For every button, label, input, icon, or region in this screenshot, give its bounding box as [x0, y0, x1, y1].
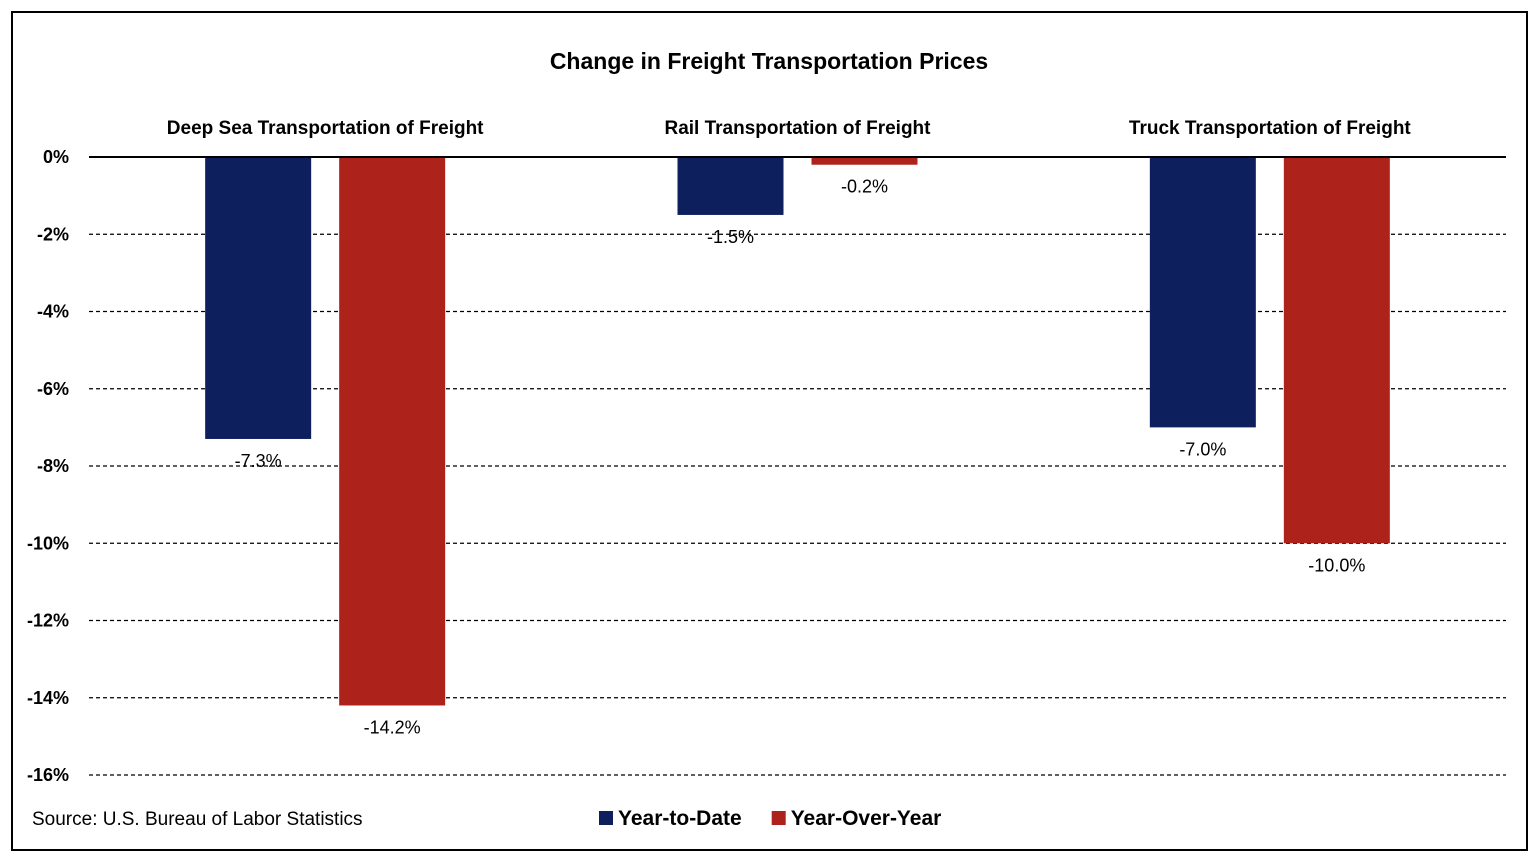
legend-label: Year-to-Date — [618, 807, 742, 830]
grid-lines — [89, 233, 1506, 776]
category-label: Deep Sea Transportation of Freight — [167, 118, 484, 139]
category-label: Rail Transportation of Freight — [664, 118, 931, 139]
legend: Year-to-Date Year-Over-Year — [599, 807, 941, 830]
chart-title: Change in Freight Transportation Prices — [550, 48, 988, 74]
data-labels: -7.3% -14.2% -1.5% -0.2% -7.0% -10.0% — [235, 177, 1366, 738]
bar — [339, 157, 446, 706]
bar — [1149, 157, 1256, 428]
category-label: Truck Transportation of Freight — [1129, 118, 1412, 139]
bars — [205, 157, 1390, 706]
y-tick-label: -12% — [27, 611, 69, 631]
y-tick-label: -4% — [37, 302, 69, 322]
legend-swatch — [771, 811, 786, 825]
y-tick-label: -10% — [27, 533, 69, 553]
data-label: -10.0% — [1308, 555, 1365, 575]
y-tick-label: -14% — [27, 688, 69, 708]
y-tick-label: -6% — [37, 379, 69, 399]
legend-swatch — [599, 811, 613, 825]
bar — [205, 157, 312, 439]
data-label: -14.2% — [364, 717, 421, 737]
bar — [677, 157, 784, 215]
y-tick-label: -2% — [37, 224, 69, 244]
legend-label: Year-Over-Year — [791, 807, 942, 830]
y-tick-label: -16% — [27, 765, 69, 785]
data-label: -0.2% — [841, 177, 888, 197]
category-labels: Deep Sea Transportation of Freight Rail T… — [167, 118, 1412, 139]
bar — [1283, 157, 1390, 544]
bar — [811, 157, 918, 165]
source-note: Source: U.S. Bureau of Labor Statistics — [32, 809, 363, 830]
data-label: -7.0% — [1179, 439, 1226, 459]
data-label: -7.3% — [235, 451, 282, 471]
data-label: -1.5% — [707, 227, 754, 247]
y-tick-label: -8% — [37, 456, 69, 476]
y-axis-ticks: 0% -2% -4% -6% -8% -10% -12% -14% -16% — [27, 147, 69, 785]
y-tick-label: 0% — [43, 147, 69, 167]
